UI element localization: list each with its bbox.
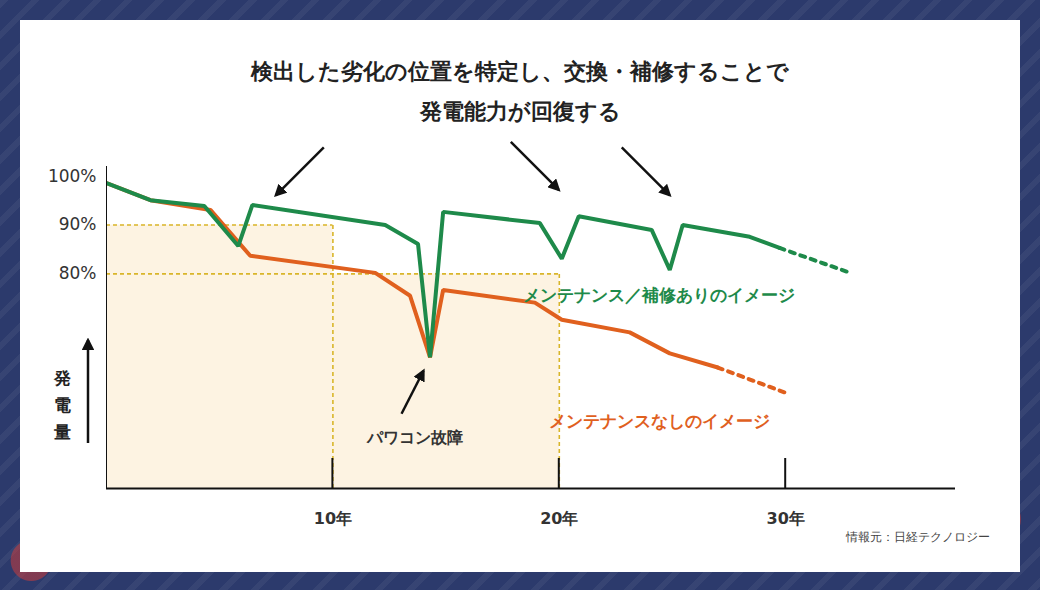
svg-text:20年: 20年 xyxy=(540,509,578,528)
svg-text:10年: 10年 xyxy=(314,509,352,528)
svg-text:パワコン故障: パワコン故障 xyxy=(366,428,463,447)
svg-text:メンテナンスなしのイメージ: メンテナンスなしのイメージ xyxy=(549,411,770,431)
svg-text:電: 電 xyxy=(54,395,71,415)
svg-text:90%: 90% xyxy=(59,214,97,234)
svg-text:発: 発 xyxy=(53,368,71,388)
svg-text:80%: 80% xyxy=(59,263,97,283)
html-text:検出した劣化の位置を特定し、交換・補修することで: 検出した劣化の位置を特定し、交換・補修することで xyxy=(251,59,789,84)
svg-text:メンテナンス／補修ありのイメージ: メンテナンス／補修ありのイメージ xyxy=(523,285,795,305)
svg-text:情報元：日経テクノロジー: 情報元：日経テクノロジー xyxy=(845,530,990,544)
svg-text:量: 量 xyxy=(53,422,71,442)
svg-text:100%: 100% xyxy=(48,166,97,186)
svg-text:30年: 30年 xyxy=(767,509,805,528)
html-text:発電能力が回復する: 発電能力が回復する xyxy=(419,99,621,124)
